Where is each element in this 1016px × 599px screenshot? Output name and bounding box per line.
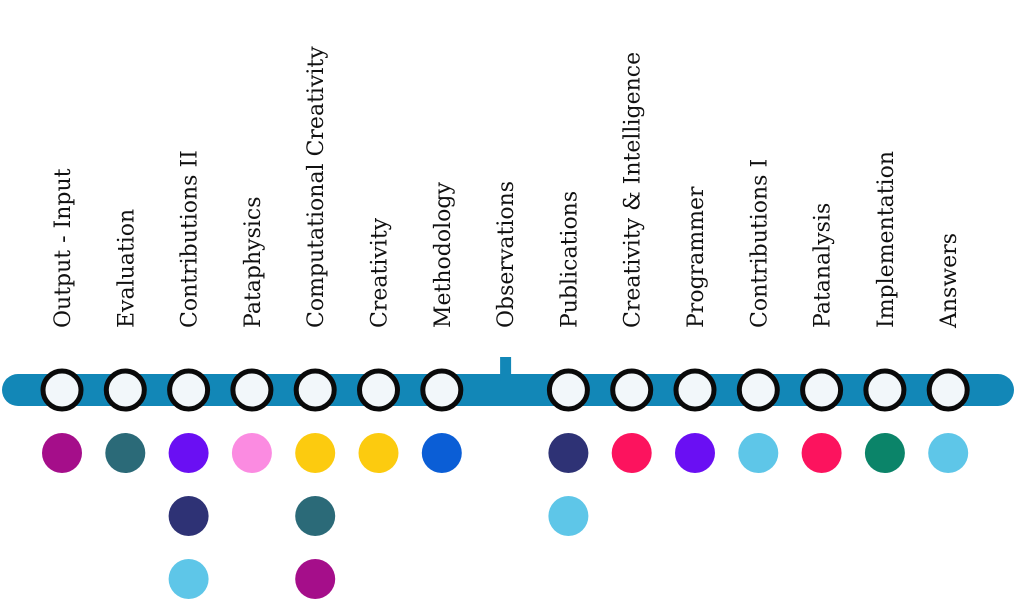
station-label: Creativity — [368, 217, 393, 328]
station-label: Observations — [494, 181, 519, 328]
station-label: Publications — [557, 191, 582, 328]
station-label: Patanalysis — [811, 203, 836, 328]
category-dot — [928, 433, 969, 473]
station-circle — [420, 368, 464, 412]
category-dot — [168, 496, 209, 536]
station-circle — [357, 368, 400, 412]
station-circle — [736, 368, 780, 412]
station-label: Output - Input — [51, 168, 76, 328]
category-dot — [168, 433, 209, 473]
station-circle — [546, 368, 590, 412]
category-dot — [421, 433, 462, 473]
category-dot — [611, 433, 652, 473]
station-label: Contributions II — [178, 150, 203, 328]
category-dot — [168, 559, 209, 599]
category-dot — [675, 433, 715, 473]
category-dot — [42, 433, 82, 473]
station-circle — [926, 368, 970, 412]
station-circle — [800, 368, 844, 412]
station-group: Creativity & Intelligence — [610, 52, 654, 473]
station-group: Implementation — [863, 151, 907, 473]
station-circle — [863, 368, 907, 412]
category-dot — [548, 496, 589, 536]
station-group: Programmer — [673, 186, 717, 473]
station-group: Patanalysis — [800, 203, 844, 473]
station-label: Methodology — [431, 182, 456, 328]
station-label: Answers — [937, 233, 962, 329]
category-dot — [295, 433, 336, 473]
station-label: Implementation — [874, 151, 899, 328]
station-group: Contributions II — [167, 150, 211, 599]
category-dot — [358, 433, 399, 473]
station-circle — [167, 368, 211, 412]
stations: Output - Input Evaluation Contributions II… — [40, 46, 970, 599]
station-group: Output - Input — [40, 168, 84, 473]
category-dot — [295, 496, 336, 536]
category-dot — [231, 433, 272, 473]
station-group: Answers — [926, 233, 970, 473]
category-dot — [738, 433, 779, 473]
category-dot — [295, 559, 336, 599]
station-circle — [673, 368, 717, 412]
category-dot — [864, 433, 905, 473]
station-group: Evaluation — [103, 209, 147, 473]
station-circle — [610, 368, 654, 412]
station-group: Methodology — [420, 182, 464, 473]
station-circle — [293, 368, 337, 412]
category-dot — [801, 433, 842, 473]
station-group: Computational Creativity — [293, 46, 337, 599]
station-group: Contributions I — [736, 159, 780, 473]
station-group: Publications — [546, 191, 590, 536]
category-dot — [548, 433, 589, 473]
station-circle — [103, 368, 147, 412]
station-label: Contributions I — [747, 159, 772, 328]
station-label: Creativity & Intelligence — [621, 52, 646, 328]
category-dot — [105, 433, 146, 473]
station-group: Observations — [494, 181, 519, 381]
station-label: Evaluation — [114, 209, 139, 328]
station-label: Pataphysics — [241, 196, 266, 328]
station-circle — [40, 368, 84, 412]
station-group: Pataphysics — [230, 196, 274, 473]
station-group: Creativity — [357, 217, 400, 473]
station-label: Programmer — [684, 186, 709, 328]
station-tick-marker — [500, 357, 512, 381]
station-circle — [230, 368, 274, 412]
station-label: Computational Creativity — [304, 46, 329, 328]
